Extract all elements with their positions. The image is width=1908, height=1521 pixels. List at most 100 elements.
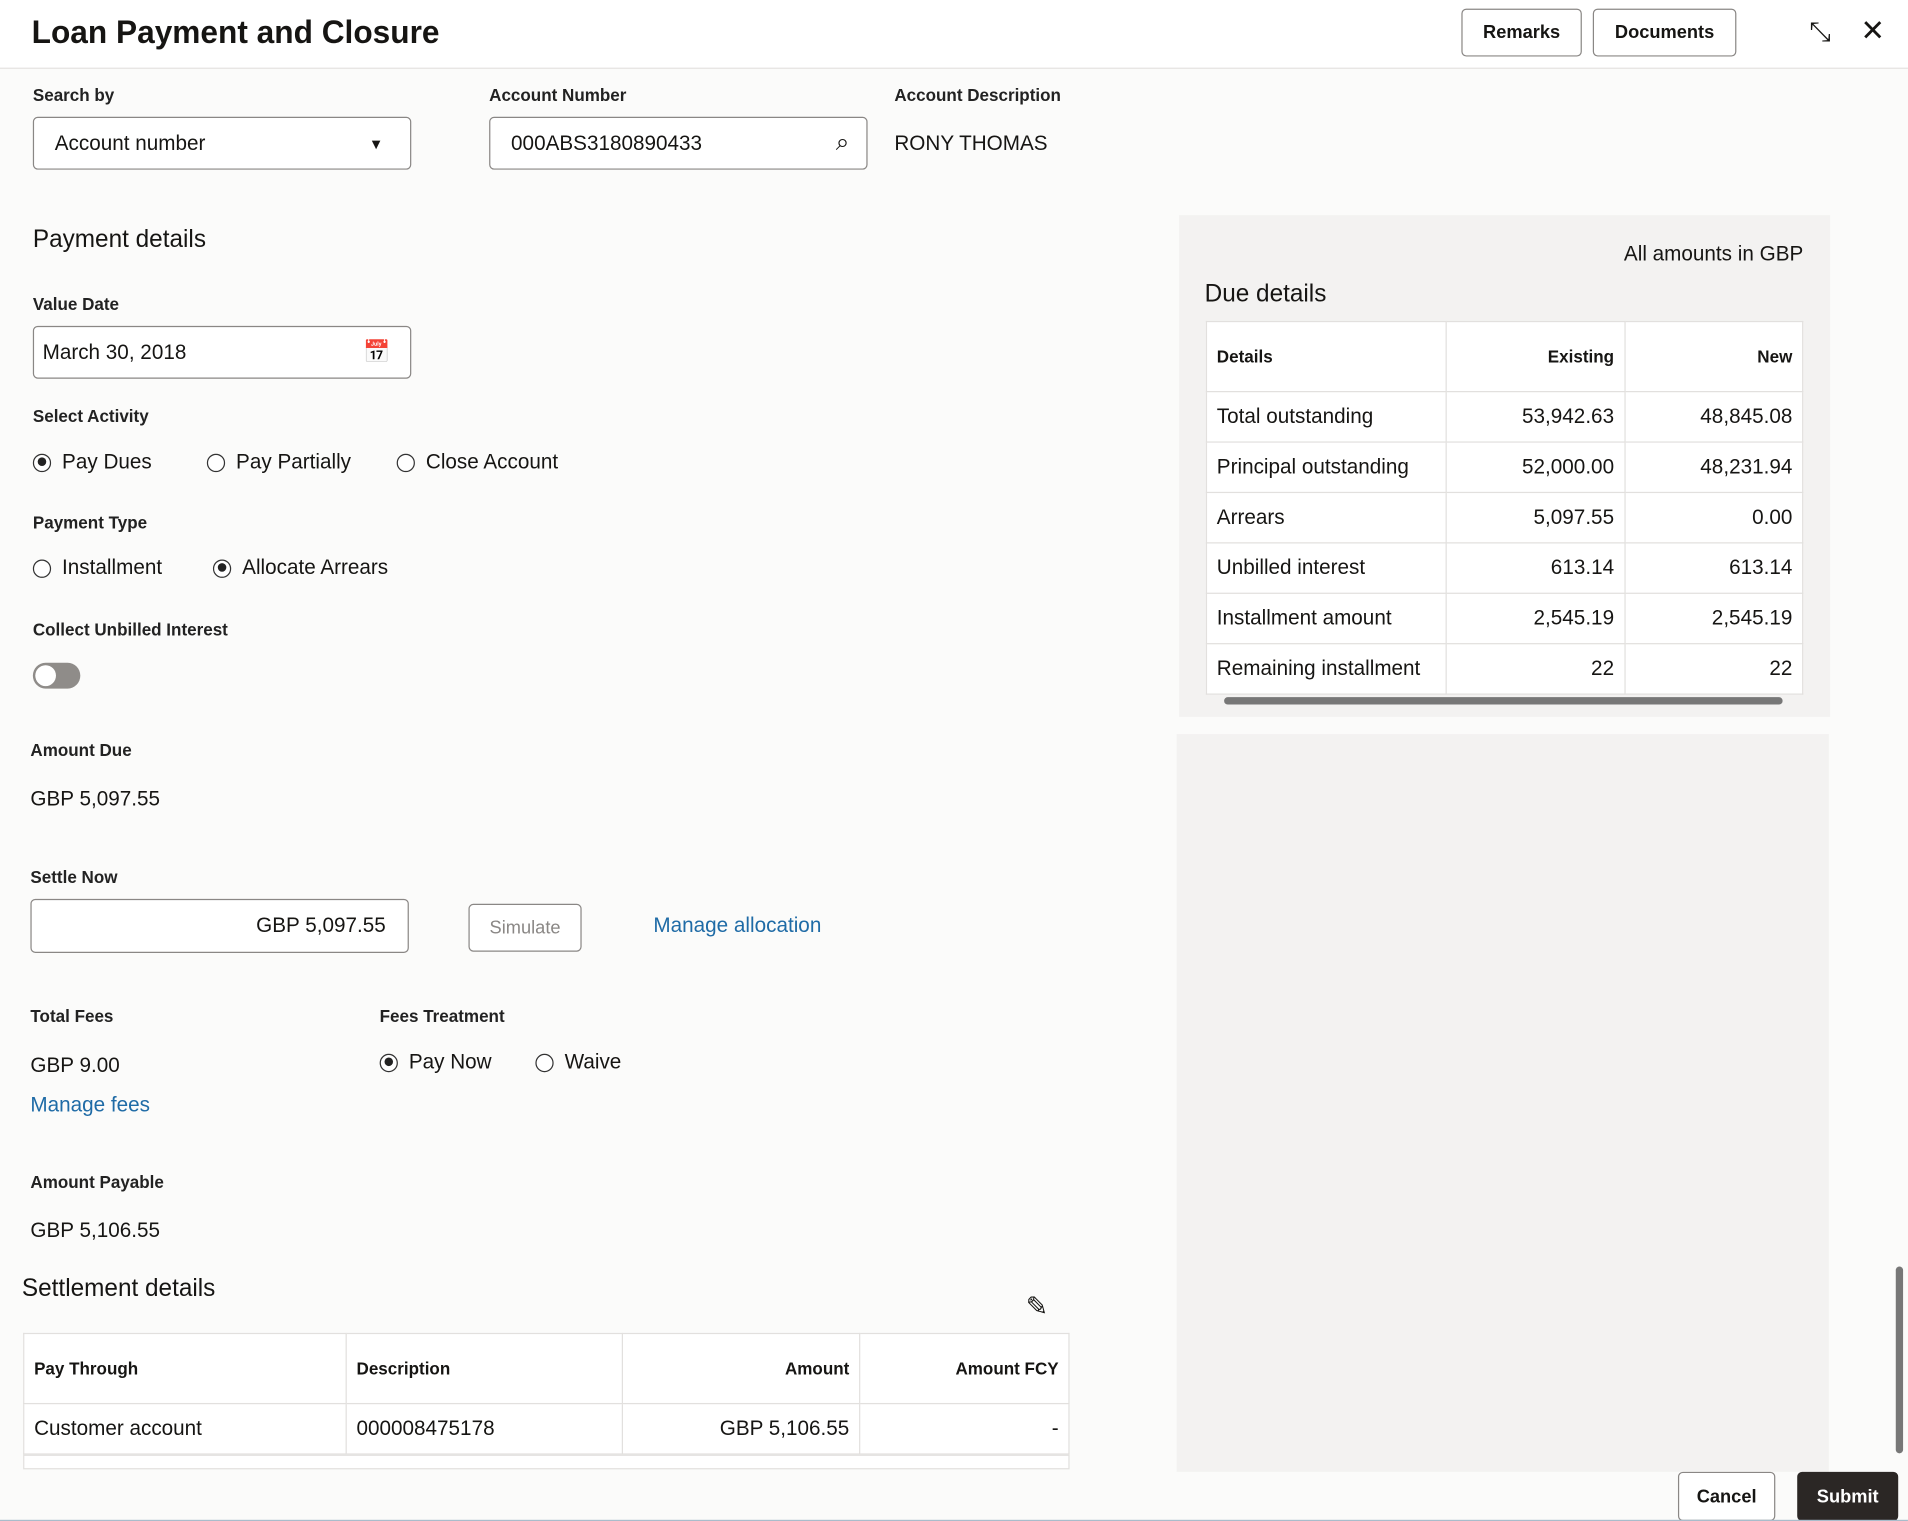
amounts-currency-note: All amounts in GBP xyxy=(1623,242,1804,266)
table-row[interactable]: Remaining installment 22 22 xyxy=(1205,643,1804,695)
radio-pay-partially[interactable]: Pay Partially xyxy=(206,450,352,475)
payment-type-label: Payment Type xyxy=(32,512,148,533)
radio-label: Close Account xyxy=(425,450,559,474)
page-scrollbar[interactable] xyxy=(1895,1266,1904,1454)
cell: 613.14 xyxy=(1623,542,1804,594)
amount-payable-label: Amount Payable xyxy=(30,1171,164,1192)
due-details-title: Due details xyxy=(1204,280,1327,308)
cell: 22 xyxy=(1623,643,1804,695)
simulate-button[interactable]: Simulate xyxy=(468,903,582,952)
radio-pay-dues[interactable]: Pay Dues xyxy=(32,450,152,475)
column-header: Existing xyxy=(1445,320,1626,393)
settle-now-input[interactable]: GBP 5,097.55 xyxy=(30,898,409,953)
side-panel-background xyxy=(1176,734,1829,1472)
amount-payable-value: GBP 5,106.55 xyxy=(30,1218,161,1242)
radio-label: Pay Dues xyxy=(62,450,152,474)
cell: 000008475178 xyxy=(345,1402,624,1455)
due-details-table: Details Existing New Total outstanding 53,9… xyxy=(1205,320,1804,695)
table-row[interactable]: Customer account 000008475178 GBP 5,106.55… xyxy=(23,1402,1070,1455)
search-by-label: Search by xyxy=(32,84,115,105)
cell: 52,000.00 xyxy=(1445,441,1626,494)
total-fees-label: Total Fees xyxy=(30,1005,114,1026)
radio-icon xyxy=(212,558,232,578)
cell: 48,231.94 xyxy=(1623,441,1804,494)
cell: Installment amount xyxy=(1205,592,1447,645)
radio-allocate-arrears[interactable]: Allocate Arrears xyxy=(212,555,389,581)
account-number-value: 000ABS3180890433 xyxy=(511,130,703,155)
total-fees-value: GBP 9.00 xyxy=(30,1053,120,1078)
cell: 48,845.08 xyxy=(1623,391,1804,443)
column-header: Pay Through xyxy=(23,1332,347,1405)
table-row[interactable]: Unbilled interest 613.14 613.14 xyxy=(1205,542,1804,594)
cell: Principal outstanding xyxy=(1205,441,1447,494)
due-table-scrollbar[interactable] xyxy=(1224,697,1783,705)
table-row[interactable]: Arrears 5,097.55 0.00 xyxy=(1205,491,1804,544)
close-icon[interactable]: ✕ xyxy=(1860,14,1885,48)
cell: Remaining installment xyxy=(1205,643,1447,695)
column-header: New xyxy=(1623,320,1804,393)
radio-icon xyxy=(535,1053,554,1072)
account-description-label: Account Description xyxy=(894,84,1061,105)
cell: - xyxy=(859,1402,1070,1455)
manage-fees-link[interactable]: Manage fees xyxy=(30,1093,151,1117)
table-row[interactable]: Principal outstanding 52,000.00 48,231.94 xyxy=(1205,441,1804,494)
value-date-input[interactable]: March 30, 2018 📅 xyxy=(32,325,412,379)
settle-now-value: GBP 5,097.55 xyxy=(256,913,386,937)
cell: 613.14 xyxy=(1445,542,1626,594)
table-row[interactable]: Total outstanding 53,942.63 48,845.08 xyxy=(1205,391,1804,443)
radio-label: Installment xyxy=(62,555,163,580)
value-date-value: March 30, 2018 xyxy=(42,339,187,364)
table-row[interactable]: Installment amount 2,545.19 2,545.19 xyxy=(1205,592,1804,645)
column-header: Amount FCY xyxy=(859,1332,1070,1405)
fees-treatment-label: Fees Treatment xyxy=(379,1005,505,1026)
column-header: Details xyxy=(1205,320,1447,393)
cell: 2,545.19 xyxy=(1445,592,1626,645)
settlement-table-scrollbar[interactable] xyxy=(23,1454,1070,1470)
radio-installment[interactable]: Installment xyxy=(32,555,163,581)
documents-button[interactable]: Documents xyxy=(1592,8,1737,57)
cell: 2,545.19 xyxy=(1623,592,1804,645)
radio-icon xyxy=(379,1053,398,1072)
minimize-icon[interactable]: ⤡ xyxy=(1809,15,1831,47)
collect-unbilled-label: Collect Unbilled Interest xyxy=(32,619,228,640)
page-title: Loan Payment and Closure xyxy=(31,13,440,51)
account-number-label: Account Number xyxy=(489,84,627,105)
radio-pay-now[interactable]: Pay Now xyxy=(379,1050,492,1075)
account-number-input[interactable]: 000ABS3180890433 ⌕ xyxy=(489,116,868,170)
value-date-label: Value Date xyxy=(32,293,120,314)
cell: GBP 5,106.55 xyxy=(621,1402,861,1455)
calendar-icon[interactable]: 📅 xyxy=(363,339,391,364)
radio-icon xyxy=(206,453,226,472)
radio-label: Allocate Arrears xyxy=(242,555,389,580)
amount-due-label: Amount Due xyxy=(30,740,132,760)
radio-icon xyxy=(32,558,52,578)
search-by-value: Account number xyxy=(54,130,206,155)
cancel-button[interactable]: Cancel xyxy=(1677,1471,1776,1521)
settle-now-label: Settle Now xyxy=(30,866,118,887)
cell: 5,097.55 xyxy=(1445,491,1626,544)
settlement-details-title: Settlement details xyxy=(21,1275,216,1303)
cell: Unbilled interest xyxy=(1205,542,1447,594)
column-header: Amount xyxy=(621,1332,861,1405)
radio-label: Pay Partially xyxy=(236,450,352,474)
account-description-value: RONY THOMAS xyxy=(894,131,1048,155)
radio-icon xyxy=(396,453,415,472)
remarks-button[interactable]: Remarks xyxy=(1461,8,1582,57)
search-icon[interactable]: ⌕ xyxy=(835,129,850,157)
radio-waive[interactable]: Waive xyxy=(535,1050,621,1075)
radio-close-account[interactable]: Close Account xyxy=(396,450,559,475)
cell: 22 xyxy=(1445,643,1626,695)
payment-details-title: Payment details xyxy=(32,226,207,254)
column-header: Description xyxy=(345,1332,624,1405)
cell: Customer account xyxy=(23,1402,347,1455)
collect-unbilled-toggle[interactable] xyxy=(32,662,81,689)
submit-button[interactable]: Submit xyxy=(1797,1471,1899,1521)
search-by-select[interactable]: Account number ▼ xyxy=(32,116,412,170)
cell: Arrears xyxy=(1205,491,1447,544)
chevron-down-icon: ▼ xyxy=(368,134,384,152)
edit-icon[interactable]: ✎ xyxy=(1025,1291,1049,1322)
radio-label: Waive xyxy=(564,1050,622,1074)
cell: 53,942.63 xyxy=(1445,391,1626,443)
cell: 0.00 xyxy=(1623,491,1804,544)
manage-allocation-link[interactable]: Manage allocation xyxy=(653,913,822,937)
